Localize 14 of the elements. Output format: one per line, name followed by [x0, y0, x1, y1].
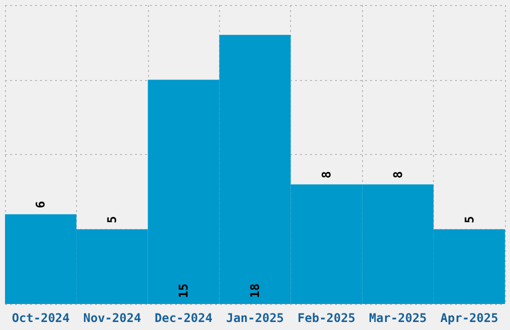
x-tick-label: Feb-2025	[298, 311, 356, 325]
data-label: 8	[319, 171, 334, 178]
x-tick-label: Apr-2025	[440, 311, 498, 325]
data-label: 18	[248, 284, 262, 298]
x-tick-label: Dec-2024	[154, 311, 212, 325]
data-label: 6	[34, 201, 48, 208]
data-label: 15	[176, 284, 191, 298]
data-label: 5	[105, 216, 120, 224]
x-tick-label: Oct-2024	[12, 311, 70, 325]
data-label: 8	[390, 171, 405, 178]
x-tick-label: Mar-2025	[368, 311, 427, 325]
x-tick-label: Nov-2024	[83, 311, 142, 325]
x-tick-label: Jan-2025	[226, 311, 284, 325]
data-label: 5	[462, 216, 476, 224]
